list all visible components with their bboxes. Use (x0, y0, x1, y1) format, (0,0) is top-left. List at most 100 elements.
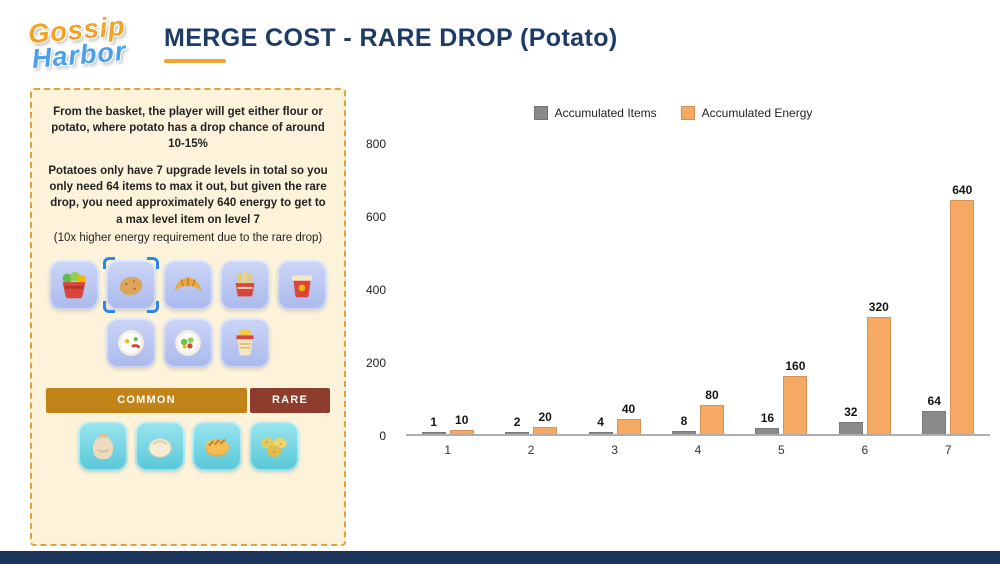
bar-value-label: 4 (597, 415, 604, 429)
bar (449, 430, 474, 434)
common-items-row-1 (46, 256, 330, 313)
bar-value-label: 32 (844, 405, 858, 420)
bar-value-label: 64 (927, 393, 941, 408)
vegetable-basket-icon (49, 259, 99, 310)
bar (588, 432, 613, 434)
bar (421, 432, 446, 434)
selection-corner (147, 256, 159, 269)
bar-wrap: 20 (533, 144, 558, 434)
y-axis-ticks: 0 200 400 600 800 (356, 137, 398, 443)
bar-group: 1 10 (421, 144, 474, 434)
footer-bar (0, 551, 1000, 564)
dough-ball-icon (134, 420, 185, 471)
x-axis-label: 5 (778, 443, 785, 457)
y-axis-tick-label: 600 (365, 210, 386, 224)
bar-wrap: 80 (699, 144, 724, 434)
bar-group: 8 80 (671, 144, 724, 434)
bar-group: 16 160 (755, 144, 808, 434)
bar-wrap: 4 (588, 144, 613, 434)
bar (616, 419, 641, 434)
selection-corner (103, 256, 115, 269)
croissant-icon (163, 259, 213, 310)
x-axis-labels: 1 2 3 4 5 6 7 (406, 443, 990, 457)
y-axis-tick-label: 400 (365, 283, 386, 297)
title-underline (164, 58, 226, 63)
common-label: COMMON (46, 387, 247, 413)
rarity-bar: COMMON RARE (46, 387, 330, 413)
gossip-harbor-logo: Gossip Harbor (16, 11, 140, 75)
panel-paragraph-3: (10x higher energy requirement due to th… (53, 231, 323, 244)
x-axis-label: 4 (694, 443, 702, 457)
x-axis-label: 3 (611, 443, 618, 457)
bar-wrap: 640 (950, 144, 975, 434)
potato-icon (103, 256, 159, 313)
bar-wrap: 10 (449, 144, 474, 434)
noodle-cup-icon (220, 317, 270, 368)
y-axis-tick-label: 0 (379, 429, 386, 443)
common-items-row-2 (46, 317, 330, 368)
bar-value-label: 16 (760, 411, 775, 426)
takeout-box-icon (277, 259, 327, 310)
bar-value-label: 640 (952, 183, 973, 198)
x-axis-label: 1 (444, 443, 452, 457)
bar-wrap: 16 (755, 144, 780, 434)
bar-value-label: 10 (455, 413, 469, 428)
bar-value-label: 20 (538, 409, 552, 424)
merge-cost-chart: Accumulated Items Accumulated Energy 0 200… (356, 106, 990, 536)
logo-text-harbor: Harbor (30, 35, 128, 75)
fries-icon (220, 259, 270, 310)
bar-group: 4 40 (588, 144, 641, 434)
selection-corner (103, 300, 115, 313)
bar (922, 410, 947, 434)
legend-label: Accumulated Items (554, 106, 657, 120)
potatoes-icon (248, 420, 299, 471)
legend-swatch (680, 106, 695, 120)
bar-value-label: 320 (868, 300, 889, 315)
bar-wrap: 40 (616, 144, 641, 434)
bar-value-label: 160 (785, 358, 806, 373)
legend-item: Accumulated Energy (680, 106, 813, 120)
bar-wrap: 320 (866, 144, 891, 434)
bar (533, 426, 558, 434)
bar-wrap: 1 (421, 144, 446, 434)
panel-paragraph-1: From the basket, the player will get eit… (51, 106, 325, 151)
title-wrap: MERGE COST - RARE DROP (Potato) (164, 24, 618, 63)
bar-value-label: 80 (705, 387, 719, 402)
bar (866, 317, 891, 434)
chart-legend: Accumulated Items Accumulated Energy (356, 106, 990, 120)
y-axis-tick-label: 200 (365, 356, 386, 370)
bar (838, 422, 863, 434)
panel-paragraph-2: Potatoes only have 7 upgrade levels in t… (48, 165, 328, 226)
x-axis-label: 6 (861, 443, 869, 457)
bar-group: 64 640 (922, 144, 975, 434)
bar-group: 32 320 (838, 144, 891, 434)
plot-wrap: 1 10 2 20 4 40 8 80 16 160 32 320 64 640 (406, 144, 990, 436)
bar-wrap: 8 (671, 144, 696, 434)
x-axis-label: 7 (944, 443, 952, 457)
bar (783, 375, 808, 434)
bar-value-label: 2 (513, 415, 521, 429)
selection-corner (147, 300, 159, 313)
bar (505, 432, 530, 434)
y-axis-tick-label: 800 (365, 137, 386, 151)
plot-area: 1 10 2 20 4 40 8 80 16 160 32 320 64 640 (406, 144, 990, 436)
x-axis-label: 2 (527, 443, 535, 457)
bar (671, 431, 696, 434)
info-panel: From the basket, the player will get eit… (30, 88, 346, 546)
bar (755, 428, 780, 434)
bar (950, 200, 975, 434)
bar-value-label: 8 (680, 414, 688, 429)
bar-wrap: 32 (838, 144, 863, 434)
legend-swatch (533, 106, 548, 120)
legend-label: Accumulated Energy (701, 106, 813, 120)
salad-plate-icon (163, 317, 213, 368)
bar (699, 404, 724, 434)
bread-loaf-icon (191, 420, 242, 471)
bar-wrap: 2 (505, 144, 530, 434)
breakfast-plate-icon (106, 317, 156, 368)
bar-value-label: 1 (430, 415, 438, 429)
bar-wrap: 64 (922, 144, 947, 434)
bar-value-label: 40 (621, 402, 636, 417)
rare-items-row (46, 420, 330, 471)
legend-item: Accumulated Items (533, 106, 657, 120)
